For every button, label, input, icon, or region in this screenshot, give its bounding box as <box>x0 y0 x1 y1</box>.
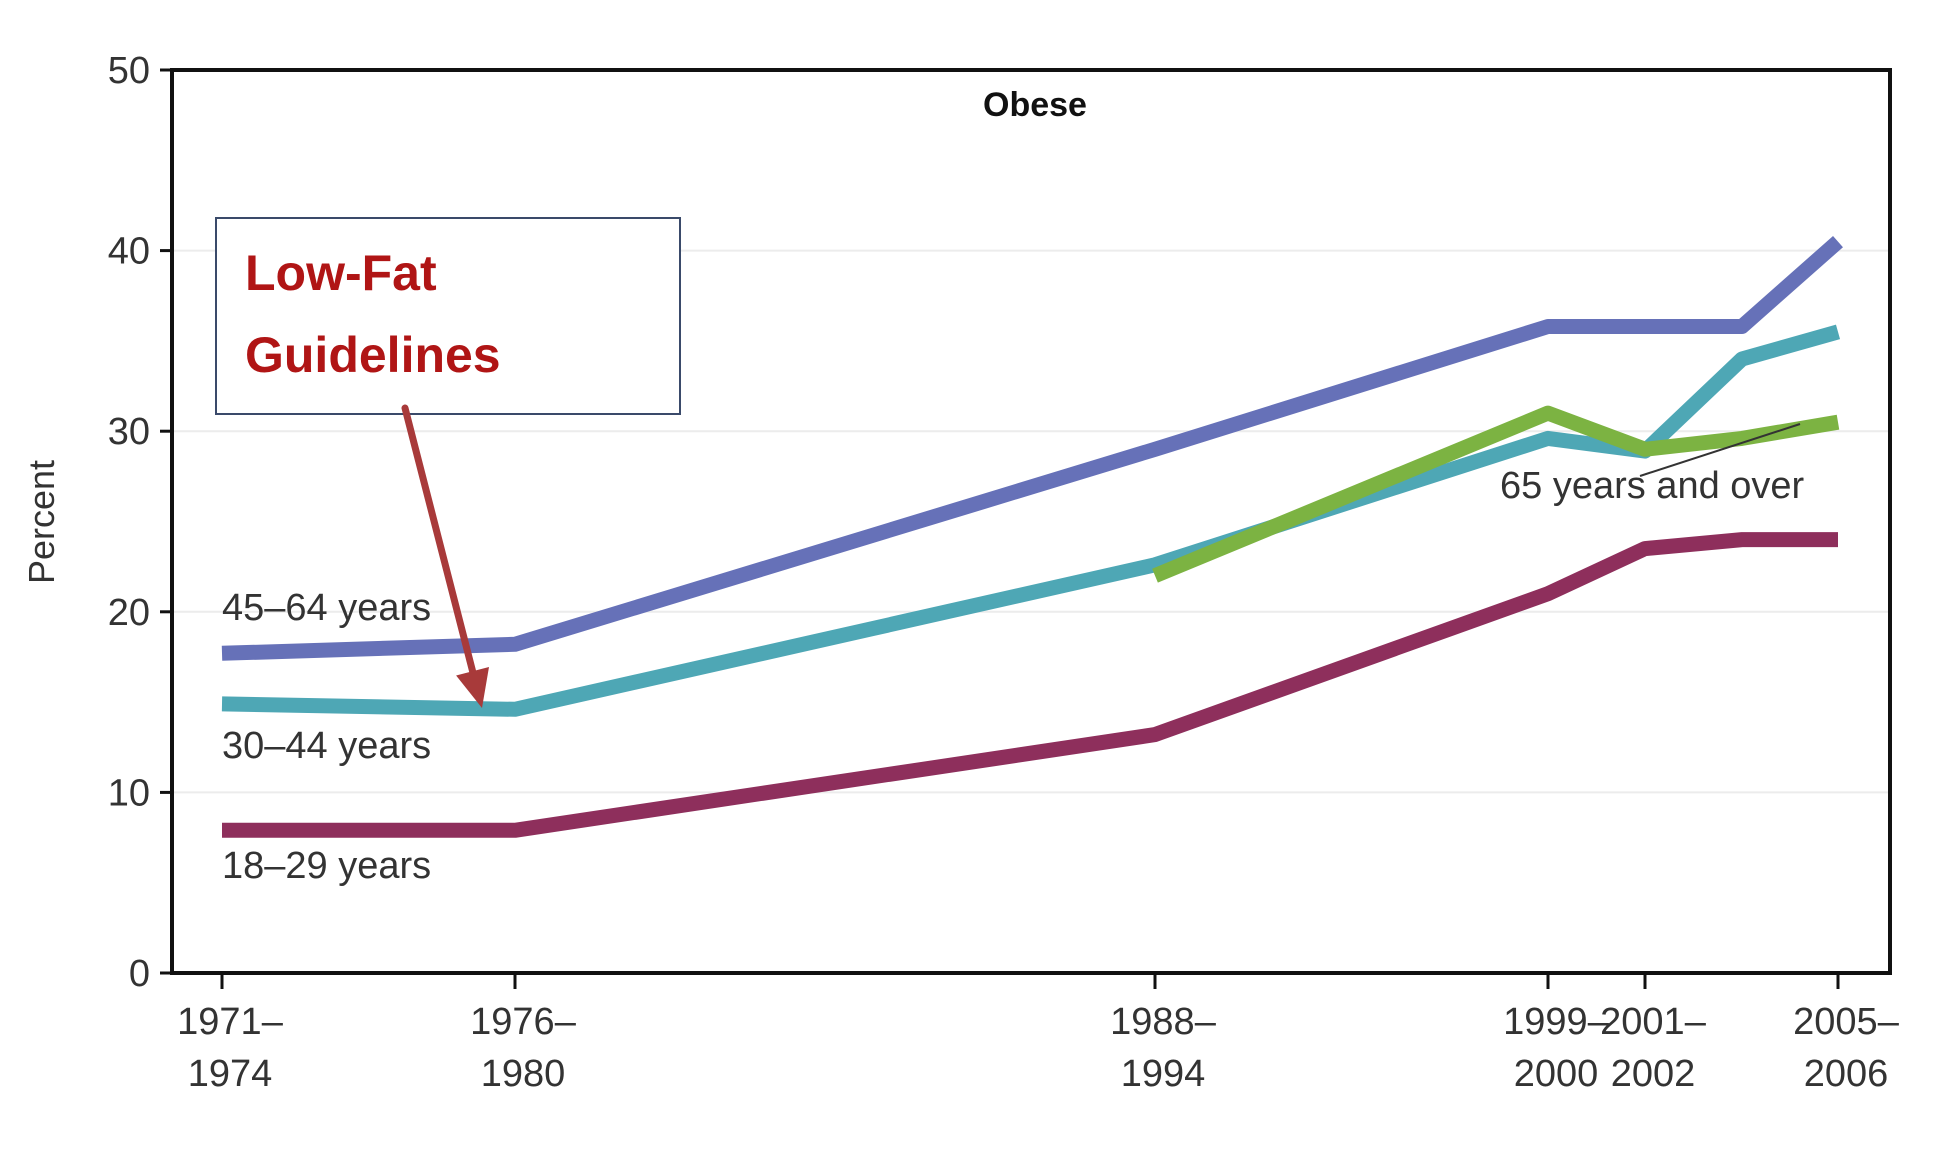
y-axis-label: Percent <box>21 460 62 584</box>
annotation-arrow <box>401 404 477 675</box>
series-label-3: 18–29 years <box>222 845 431 887</box>
x-tick-label: 1976– <box>470 1001 577 1043</box>
y-tick-label: 20 <box>108 592 150 634</box>
low-fat-guidelines-annotation: Low-Fat Guidelines <box>215 217 681 708</box>
y-tick-label: 40 <box>108 231 150 273</box>
x-tick-label: 2005– <box>1793 1001 1900 1043</box>
x-tick-label: 2000 <box>1514 1053 1599 1095</box>
y-tick-label: 10 <box>108 772 150 814</box>
annotation-box <box>215 217 681 415</box>
x-axis-ticks: 1971– 1974 1976– 1980 1988– 1994 1999– 20002001… <box>177 973 1900 1095</box>
plot-frame <box>170 68 1892 975</box>
x-tick-label: 2001– <box>1600 1001 1707 1043</box>
x-tick-label: 2006 <box>1804 1053 1889 1095</box>
x-tick-label: 1999– <box>1503 1001 1610 1043</box>
series-line-1 <box>221 324 1841 717</box>
x-tick-label: 2002 <box>1611 1053 1696 1095</box>
x-tick-label: 1974 <box>188 1053 273 1095</box>
annotation-arrow-head <box>456 667 489 708</box>
annotation-text-line-1: Low-Fat <box>245 245 437 301</box>
x-tick-label: 1988– <box>1110 1001 1217 1043</box>
y-tick-label: 30 <box>108 411 150 453</box>
series-line-3 <box>222 532 1838 838</box>
series-line-0 <box>221 235 1843 661</box>
chart-title: Obese <box>983 86 1087 124</box>
series-label-0: 45–64 years <box>222 587 431 629</box>
x-tick-label: 1971– <box>177 1001 284 1043</box>
y-tick-label: 0 <box>129 953 150 995</box>
annotation-text-line-2: Guidelines <box>245 327 501 383</box>
x-tick-label: 1980 <box>481 1053 566 1095</box>
series-label-1: 30–44 years <box>222 725 431 767</box>
x-tick-label: 1994 <box>1121 1053 1206 1095</box>
y-tick-label: 50 <box>108 50 150 92</box>
y-axis-ticks: 0 10 20 30 40 50 <box>108 50 172 995</box>
series-label-leader <box>1639 423 1801 477</box>
